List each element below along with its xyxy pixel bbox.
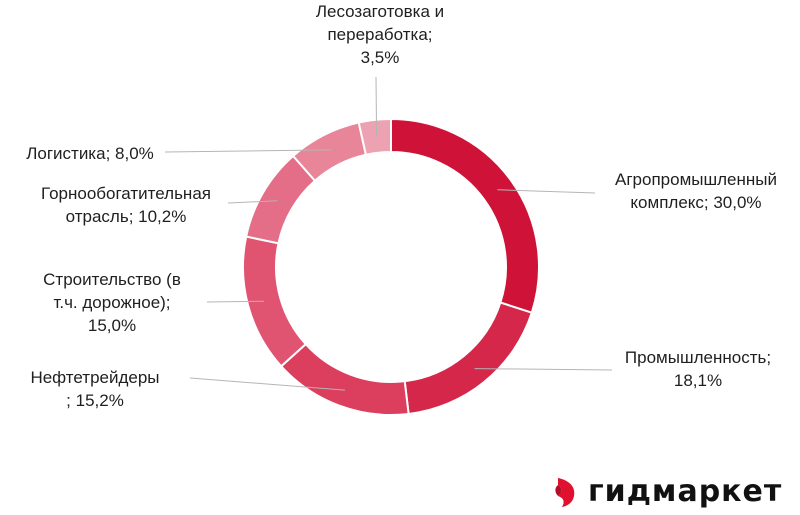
- leader-line: [189, 377, 345, 391]
- leader-line: [164, 149, 332, 153]
- data-label-line: Логистика; 8,0%: [26, 144, 154, 163]
- leader-line: [227, 200, 278, 204]
- leader-lines: [164, 76, 613, 391]
- leader-line: [375, 76, 378, 137]
- data-label-line: отрасль; 10,2%: [65, 207, 187, 226]
- data-label-line: Нефтетрейдеры: [30, 368, 160, 387]
- brand-logo: гидмаркет: [552, 476, 782, 508]
- brand-name: гидмаркет: [588, 474, 783, 509]
- donut-segment: [279, 342, 410, 416]
- data-label-line: Агропромышленный: [615, 170, 777, 189]
- donut-segment: [357, 117, 392, 156]
- data-label: Агропромышленный комплекс; 30,0%: [596, 168, 796, 214]
- data-label-line: 15,0%: [87, 316, 137, 335]
- data-label-line: Горнообогатительная: [41, 184, 211, 203]
- data-label: Логистика; 8,0%: [0, 142, 180, 165]
- leader-line: [497, 189, 596, 194]
- data-label: Строительство (в т.ч. дорожное); 15,0%: [12, 268, 212, 337]
- data-label-line: Лесозаготовка и: [315, 2, 445, 21]
- donut-segments: [242, 117, 540, 416]
- data-label-line: Промышленность;: [624, 348, 772, 367]
- leader-line: [206, 300, 265, 303]
- data-label-line: 3,5%: [360, 48, 400, 67]
- data-label: Нефтетрейдеры ; 15,2%: [0, 366, 190, 412]
- data-label-line: Строительство (в: [43, 270, 181, 289]
- data-label-line: переработка;: [327, 25, 433, 44]
- data-label-line: комплекс; 30,0%: [630, 193, 762, 212]
- data-label: Горнообогатительная отрасль; 10,2%: [0, 182, 252, 228]
- leader-line: [474, 368, 613, 371]
- red-flag-mark-icon: [555, 478, 575, 507]
- donut-segment: [403, 301, 534, 416]
- data-label: Лесозаготовка и переработка; 3,5%: [270, 0, 490, 69]
- data-label-line: т.ч. дорожное);: [53, 293, 171, 312]
- data-label-line: ; 15,2%: [66, 391, 124, 410]
- data-label: Промышленность; 18,1%: [598, 346, 798, 392]
- donut-segment: [390, 117, 540, 314]
- data-label-line: 18,1%: [673, 371, 723, 390]
